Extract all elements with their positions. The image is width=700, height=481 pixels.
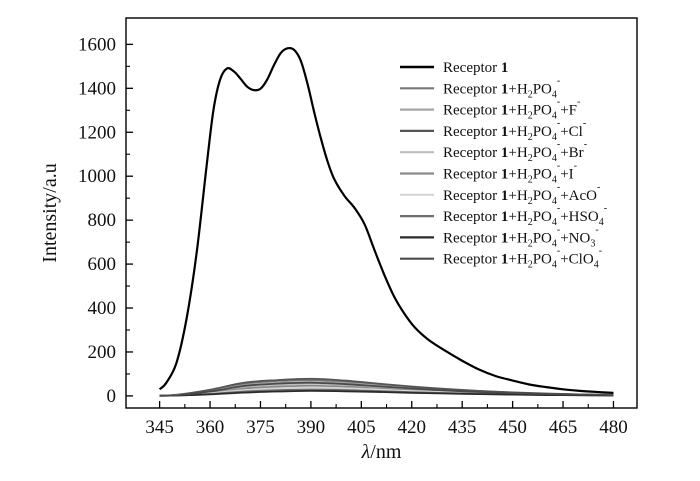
y-tick-label: 800 bbox=[88, 210, 117, 231]
x-axis-title-symbol: λ bbox=[361, 441, 371, 463]
series-lines bbox=[158, 46, 614, 397]
legend-entry: Receptor 1+H2PO4-+ClO4- bbox=[443, 246, 602, 271]
legend-entry: Receptor 1+H2PO4-+F- bbox=[443, 97, 580, 122]
y-tick-label: 1000 bbox=[78, 166, 116, 187]
y-tick-label: 1400 bbox=[78, 78, 116, 99]
y-tick-label: 400 bbox=[88, 298, 117, 319]
series-line-10 bbox=[159, 381, 614, 397]
x-tick-label: 480 bbox=[599, 417, 628, 438]
series-line-1 bbox=[158, 46, 614, 394]
legend-entry: Receptor 1+H2PO4-+AcO- bbox=[443, 182, 600, 207]
x-axis-ticks: 345 360 375 390 405 420 435 450 465 480 bbox=[145, 401, 628, 438]
legend-entry: Receptor 1+H2PO4- bbox=[443, 75, 560, 100]
legend-entry: Receptor 1+H2PO4-+I- bbox=[443, 161, 577, 186]
legend-entry: Receptor 1+H2PO4-+HSO4- bbox=[443, 203, 607, 228]
y-axis-title: Intensity/a.u bbox=[39, 163, 61, 262]
legend-entry: Receptor 1+H2PO4-+Cl- bbox=[443, 118, 586, 143]
legend-entry: Receptor 1+H2PO4-+Br- bbox=[443, 139, 587, 164]
y-axis-ticks: 0 200 400 600 800 1000 1200 1400 1600 bbox=[78, 34, 133, 407]
x-tick-label: 450 bbox=[498, 417, 527, 438]
y-tick-label: 1200 bbox=[78, 122, 116, 143]
x-tick-label: 375 bbox=[246, 417, 275, 438]
y-tick-label: 1600 bbox=[78, 34, 116, 55]
x-axis-title: λ/nm bbox=[361, 441, 402, 463]
legend-entry: Receptor 1 bbox=[443, 60, 508, 76]
legend-entry: Receptor 1+H2PO4-+NO3- bbox=[443, 224, 599, 249]
x-tick-label: 345 bbox=[145, 417, 174, 438]
x-tick-label: 405 bbox=[347, 417, 376, 438]
plot-frame bbox=[125, 17, 638, 409]
y-tick-label: 200 bbox=[88, 342, 117, 363]
x-tick-label: 435 bbox=[448, 417, 477, 438]
x-axis-title-unit: /nm bbox=[370, 441, 402, 463]
y-tick-label: 600 bbox=[88, 254, 117, 275]
x-tick-label: 360 bbox=[196, 417, 225, 438]
x-tick-label: 465 bbox=[549, 417, 578, 438]
y-tick-label: 0 bbox=[107, 386, 117, 407]
x-tick-label: 420 bbox=[398, 417, 427, 438]
x-tick-label: 390 bbox=[297, 417, 326, 438]
series-line-9 bbox=[159, 389, 614, 397]
